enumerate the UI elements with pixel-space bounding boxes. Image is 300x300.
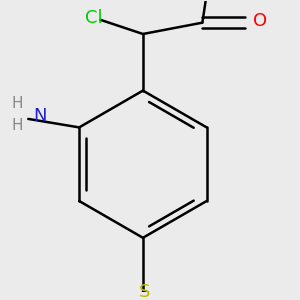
Text: S: S bbox=[139, 283, 150, 300]
Text: H: H bbox=[11, 96, 23, 111]
Text: H: H bbox=[11, 118, 23, 134]
Text: O: O bbox=[253, 12, 268, 30]
Text: Cl: Cl bbox=[85, 9, 102, 27]
Text: N: N bbox=[33, 107, 46, 125]
